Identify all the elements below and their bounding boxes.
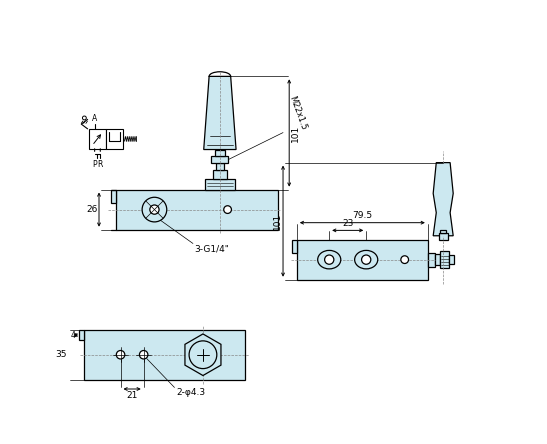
Text: A: A bbox=[92, 115, 97, 123]
Bar bbox=[89, 129, 106, 149]
Bar bbox=[213, 170, 227, 179]
Bar bbox=[212, 156, 228, 163]
Circle shape bbox=[224, 206, 231, 214]
Bar bbox=[297, 240, 428, 280]
Ellipse shape bbox=[354, 250, 378, 269]
Polygon shape bbox=[203, 76, 236, 150]
Text: M22x1.5: M22x1.5 bbox=[287, 94, 307, 131]
Polygon shape bbox=[433, 163, 453, 236]
Circle shape bbox=[189, 341, 217, 369]
Text: 4: 4 bbox=[70, 331, 75, 340]
Bar bbox=[449, 255, 454, 264]
Bar bbox=[106, 129, 123, 149]
Bar bbox=[112, 190, 116, 203]
Circle shape bbox=[142, 197, 167, 222]
Text: 21: 21 bbox=[126, 391, 138, 400]
Text: 26: 26 bbox=[86, 205, 97, 214]
Bar bbox=[435, 254, 440, 265]
Circle shape bbox=[117, 350, 125, 359]
Bar bbox=[116, 190, 278, 230]
Circle shape bbox=[362, 255, 371, 264]
Text: 101: 101 bbox=[291, 124, 300, 142]
Bar bbox=[428, 253, 435, 266]
Circle shape bbox=[401, 256, 409, 263]
Text: R: R bbox=[97, 159, 103, 169]
Text: 101: 101 bbox=[272, 213, 282, 230]
Circle shape bbox=[139, 350, 148, 359]
Text: 3-G1/4": 3-G1/4" bbox=[195, 244, 229, 253]
Bar bbox=[216, 163, 224, 170]
Bar bbox=[205, 179, 235, 190]
Bar bbox=[79, 330, 84, 341]
Ellipse shape bbox=[318, 250, 341, 269]
Bar bbox=[440, 251, 449, 268]
Text: 23: 23 bbox=[342, 219, 353, 228]
Text: 2-φ4.3: 2-φ4.3 bbox=[176, 388, 205, 397]
Polygon shape bbox=[185, 334, 221, 376]
Text: P: P bbox=[92, 159, 97, 169]
Text: 79.5: 79.5 bbox=[352, 210, 373, 220]
Bar bbox=[439, 234, 448, 240]
Circle shape bbox=[150, 205, 159, 214]
Circle shape bbox=[324, 255, 334, 264]
Text: 35: 35 bbox=[55, 350, 67, 359]
Bar bbox=[84, 330, 245, 380]
Circle shape bbox=[83, 116, 86, 120]
Bar bbox=[216, 150, 224, 156]
Bar bbox=[292, 240, 297, 254]
Bar bbox=[440, 230, 446, 234]
